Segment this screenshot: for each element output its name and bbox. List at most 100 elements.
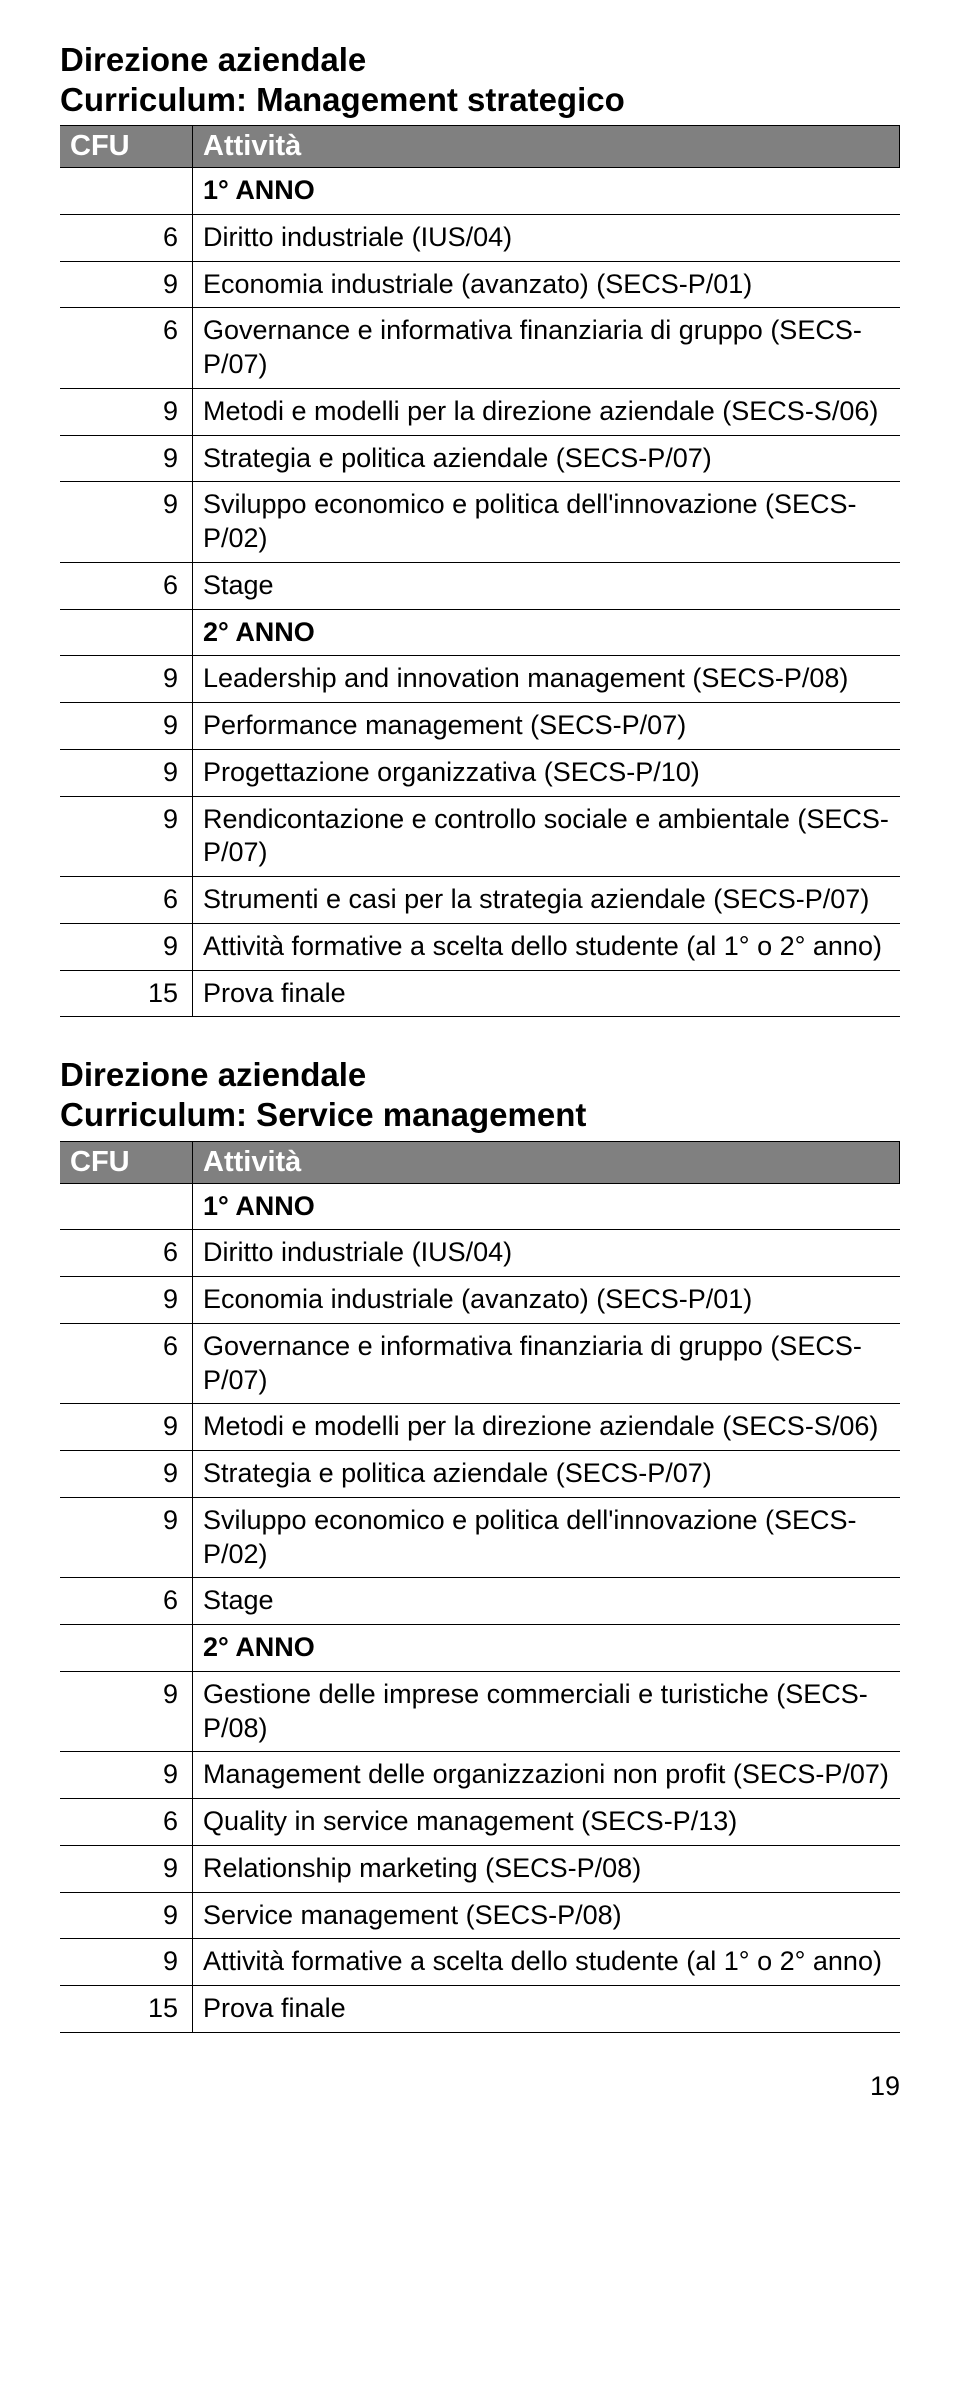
cfu-cell [60, 168, 193, 215]
cfu-cell: 9 [60, 656, 193, 703]
col-header-attivita: Attività [193, 1141, 900, 1183]
activity-cell: Stage [193, 562, 900, 609]
activity-cell: Diritto industriale (IUS/04) [193, 214, 900, 261]
title-line: Direzione aziendale [60, 1056, 366, 1093]
table-row: 6Stage [60, 562, 900, 609]
activity-cell: Diritto industriale (IUS/04) [193, 1230, 900, 1277]
cfu-cell: 9 [60, 1277, 193, 1324]
table-row: 15Prova finale [60, 970, 900, 1017]
table-row: 6Diritto industriale (IUS/04) [60, 214, 900, 261]
table-row: 15Prova finale [60, 1986, 900, 2033]
table-row: 9Management delle organizzazioni non pro… [60, 1752, 900, 1799]
cfu-cell: 6 [60, 1323, 193, 1404]
table-row: 9Strategia e politica aziendale (SECS-P/… [60, 435, 900, 482]
cfu-cell: 9 [60, 1497, 193, 1578]
activity-cell: Sviluppo economico e politica dell'innov… [193, 1497, 900, 1578]
activity-cell: Metodi e modelli per la direzione aziend… [193, 1404, 900, 1451]
activity-cell: Economia industriale (avanzato) (SECS-P/… [193, 1277, 900, 1324]
cfu-cell [60, 1625, 193, 1672]
cfu-cell: 9 [60, 1752, 193, 1799]
table-row: 9Metodi e modelli per la direzione azien… [60, 388, 900, 435]
activity-cell: Prova finale [193, 1986, 900, 2033]
title-line: Curriculum: Management strategico [60, 81, 625, 118]
table-row: 9Economia industriale (avanzato) (SECS-P… [60, 1277, 900, 1324]
activity-cell: Strumenti e casi per la strategia aziend… [193, 877, 900, 924]
page: Direzione aziendale Curriculum: Manageme… [0, 0, 960, 2142]
col-header-cfu: CFU [60, 1141, 193, 1183]
cfu-cell: 6 [60, 562, 193, 609]
cfu-cell: 6 [60, 1578, 193, 1625]
activity-cell: Management delle organizzazioni non prof… [193, 1752, 900, 1799]
table-row: 9Gestione delle imprese commerciali e tu… [60, 1671, 900, 1752]
activity-cell: Quality in service management (SECS-P/13… [193, 1799, 900, 1846]
activity-cell: Economia industriale (avanzato) (SECS-P/… [193, 261, 900, 308]
activity-cell: Strategia e politica aziendale (SECS-P/0… [193, 435, 900, 482]
cfu-cell: 9 [60, 923, 193, 970]
activity-cell: 2° ANNO [193, 609, 900, 656]
table-row: 9Relationship marketing (SECS-P/08) [60, 1845, 900, 1892]
cfu-cell: 15 [60, 1986, 193, 2033]
activity-cell: Attività formative a scelta dello studen… [193, 923, 900, 970]
table-row: 6Governance e informativa finanziaria di… [60, 1323, 900, 1404]
cfu-cell: 9 [60, 703, 193, 750]
table-header-row: CFU Attività [60, 1141, 900, 1183]
table-row: 9Service management (SECS-P/08) [60, 1892, 900, 1939]
cfu-cell: 9 [60, 435, 193, 482]
table-row: 9Attività formative a scelta dello stude… [60, 1939, 900, 1986]
table-row: 9Metodi e modelli per la direzione azien… [60, 1404, 900, 1451]
table-row: 9Progettazione organizzativa (SECS-P/10) [60, 749, 900, 796]
table-row: 9Rendicontazione e controllo sociale e a… [60, 796, 900, 877]
activity-cell: 2° ANNO [193, 1625, 900, 1672]
table-title: Direzione aziendale Curriculum: Manageme… [60, 40, 900, 119]
activity-cell: Strategia e politica aziendale (SECS-P/0… [193, 1451, 900, 1498]
table-row: 9Attività formative a scelta dello stude… [60, 923, 900, 970]
activity-cell: Performance management (SECS-P/07) [193, 703, 900, 750]
cfu-cell: 9 [60, 1404, 193, 1451]
activity-cell: Prova finale [193, 970, 900, 1017]
cfu-cell: 9 [60, 388, 193, 435]
table-row: 2° ANNO [60, 1625, 900, 1672]
cfu-cell [60, 1183, 193, 1230]
activity-cell: Rendicontazione e controllo sociale e am… [193, 796, 900, 877]
col-header-attivita: Attività [193, 126, 900, 168]
cfu-cell: 6 [60, 1230, 193, 1277]
table-header-row: CFU Attività [60, 126, 900, 168]
table-row: 2° ANNO [60, 609, 900, 656]
table-row: 1° ANNO [60, 1183, 900, 1230]
activity-cell: 1° ANNO [193, 168, 900, 215]
activity-cell: Leadership and innovation management (SE… [193, 656, 900, 703]
title-line: Curriculum: Service management [60, 1096, 586, 1133]
cfu-cell: 9 [60, 1939, 193, 1986]
cfu-cell: 9 [60, 1845, 193, 1892]
activity-cell: Stage [193, 1578, 900, 1625]
title-line: Direzione aziendale [60, 41, 366, 78]
table-body: 1° ANNO6Diritto industriale (IUS/04)9Eco… [60, 168, 900, 1017]
activity-cell: Sviluppo economico e politica dell'innov… [193, 482, 900, 563]
table-row: 6Stage [60, 1578, 900, 1625]
activity-cell: Governance e informativa finanziaria di … [193, 308, 900, 389]
table-row: 9Strategia e politica aziendale (SECS-P/… [60, 1451, 900, 1498]
table-row: 6Governance e informativa finanziaria di… [60, 308, 900, 389]
table-row: 9Economia industriale (avanzato) (SECS-P… [60, 261, 900, 308]
activity-cell: Relationship marketing (SECS-P/08) [193, 1845, 900, 1892]
activity-cell: 1° ANNO [193, 1183, 900, 1230]
cfu-cell: 9 [60, 1671, 193, 1752]
activity-cell: Attività formative a scelta dello studen… [193, 1939, 900, 1986]
cfu-cell: 6 [60, 308, 193, 389]
cfu-cell: 6 [60, 1799, 193, 1846]
table-row: 9Sviluppo economico e politica dell'inno… [60, 1497, 900, 1578]
col-header-cfu: CFU [60, 126, 193, 168]
table-row: 6Quality in service management (SECS-P/1… [60, 1799, 900, 1846]
table-row: 6Diritto industriale (IUS/04) [60, 1230, 900, 1277]
table-body: 1° ANNO6Diritto industriale (IUS/04)9Eco… [60, 1183, 900, 2032]
cfu-cell: 9 [60, 1892, 193, 1939]
cfu-cell: 15 [60, 970, 193, 1017]
table-title: Direzione aziendale Curriculum: Service … [60, 1055, 900, 1134]
table-row: 9Leadership and innovation management (S… [60, 656, 900, 703]
table-row: 9Sviluppo economico e politica dell'inno… [60, 482, 900, 563]
activity-cell: Gestione delle imprese commerciali e tur… [193, 1671, 900, 1752]
activity-cell: Service management (SECS-P/08) [193, 1892, 900, 1939]
cfu-cell: 6 [60, 877, 193, 924]
cfu-cell: 9 [60, 482, 193, 563]
curriculum-table: CFU Attività 1° ANNO6Diritto industriale… [60, 125, 900, 1017]
